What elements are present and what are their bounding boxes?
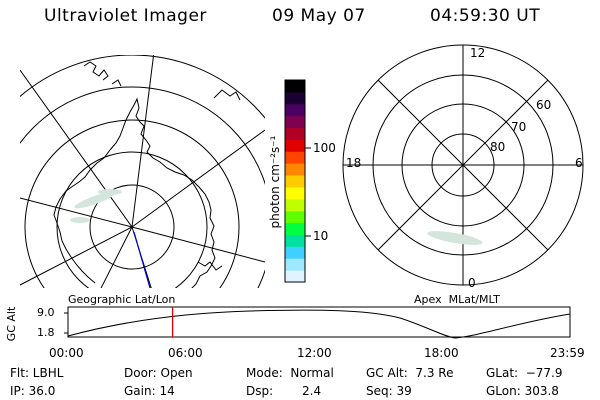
coastline bbox=[213, 89, 241, 101]
aurora-oval bbox=[427, 231, 483, 245]
altitude-ytick: 1.8 bbox=[37, 326, 55, 339]
gain-info: Gain: 14 bbox=[124, 384, 175, 398]
mlt-label-right: 6 bbox=[575, 156, 583, 170]
colorbar-segment bbox=[285, 139, 305, 152]
seq-info: Seq: 39 bbox=[366, 384, 412, 398]
altitude-ylabel: GC Alt bbox=[5, 306, 18, 342]
colorbar-segment bbox=[285, 270, 305, 283]
time-tick: 12:00 bbox=[297, 346, 332, 360]
colorbar-segment bbox=[285, 246, 305, 259]
dsp-label: Dsp: bbox=[246, 384, 274, 398]
time-tick: 06:00 bbox=[168, 346, 203, 360]
colorbar-segment bbox=[285, 103, 305, 117]
mlt-label-top: 12 bbox=[470, 46, 486, 60]
time-tick: 23:59 bbox=[550, 346, 585, 360]
colorbar-segment bbox=[285, 258, 305, 271]
colorbar-segment bbox=[285, 175, 305, 188]
time-tick: 00:00 bbox=[49, 346, 84, 360]
colorbar-segment bbox=[285, 186, 305, 200]
time-tick: 18:00 bbox=[424, 346, 459, 360]
colorbar-segment bbox=[285, 91, 305, 105]
geographic-caption: Geographic Lat/Lon bbox=[68, 293, 176, 306]
lat-circle bbox=[20, 86, 265, 288]
meridian-line bbox=[20, 69, 133, 228]
mlt-label-bottom: 0 bbox=[468, 276, 476, 290]
colorbar-segment bbox=[285, 127, 305, 140]
aurora-specks bbox=[70, 189, 122, 223]
mlt-line-diagonal bbox=[343, 45, 583, 285]
colorbar-tick-label: 100 bbox=[313, 141, 336, 155]
filter-info: Flt: LBHL bbox=[10, 366, 64, 380]
coastline bbox=[83, 61, 109, 81]
meridian-line bbox=[131, 129, 265, 228]
colorbar-segment bbox=[285, 80, 305, 93]
coastline bbox=[103, 97, 216, 288]
colorbar-segment bbox=[285, 198, 305, 212]
altitude-curve bbox=[67, 309, 571, 339]
satellite-track bbox=[133, 231, 151, 288]
colorbar-tick-label: 10 bbox=[313, 229, 329, 243]
date-label: 09 May 07 bbox=[272, 6, 366, 26]
colorbar-segment bbox=[285, 222, 305, 235]
lat-circle bbox=[24, 119, 240, 288]
magnetic-caption: Apex MLat/MLT bbox=[414, 293, 500, 306]
mlat-label-70: 70 bbox=[511, 120, 527, 134]
mlat-label-80: 80 bbox=[490, 140, 506, 154]
meridian-line bbox=[131, 226, 265, 263]
dsp-value: 2.4 bbox=[302, 384, 322, 398]
meridian-line bbox=[131, 55, 155, 228]
coastline bbox=[111, 79, 122, 87]
colorbar-segment bbox=[285, 151, 305, 164]
meridian-line bbox=[100, 226, 133, 288]
glon-info: GLon: 303.8 bbox=[486, 384, 559, 398]
lat-circle bbox=[56, 151, 208, 288]
magnetic-polar-plot bbox=[342, 44, 584, 286]
lat-circle bbox=[89, 184, 175, 270]
time-label: 04:59:30 UT bbox=[430, 6, 541, 26]
colorbar-segment bbox=[285, 234, 305, 247]
mlt-label-left: 18 bbox=[346, 156, 362, 170]
coastline bbox=[197, 261, 223, 271]
geographic-map bbox=[20, 55, 265, 288]
altitude-plot bbox=[64, 306, 571, 339]
altitude-frame bbox=[67, 306, 571, 338]
meridian-line bbox=[20, 226, 133, 286]
mode-info: Mode: Normal bbox=[246, 366, 334, 380]
colorbar-segment bbox=[285, 163, 305, 176]
colorbar-title: photon cm⁻²s⁻¹ bbox=[268, 135, 282, 229]
colorbar bbox=[284, 79, 311, 283]
glat-info: GLat: −77.9 bbox=[486, 366, 563, 380]
colorbar-segment bbox=[285, 210, 305, 224]
meridian-line bbox=[20, 197, 133, 228]
instrument-title: Ultraviolet Imager bbox=[44, 6, 207, 26]
colorbar-frame bbox=[284, 79, 306, 283]
colorbar-segment bbox=[285, 115, 305, 129]
altitude-ytick: 9.0 bbox=[37, 306, 55, 319]
door-info: Door: Open bbox=[124, 366, 193, 380]
gc-alt-info: GC Alt: 7.3 Re bbox=[366, 366, 454, 380]
coastline bbox=[53, 157, 105, 284]
mlat-label-60: 60 bbox=[536, 98, 552, 112]
ip-info: IP: 36.0 bbox=[10, 384, 56, 398]
